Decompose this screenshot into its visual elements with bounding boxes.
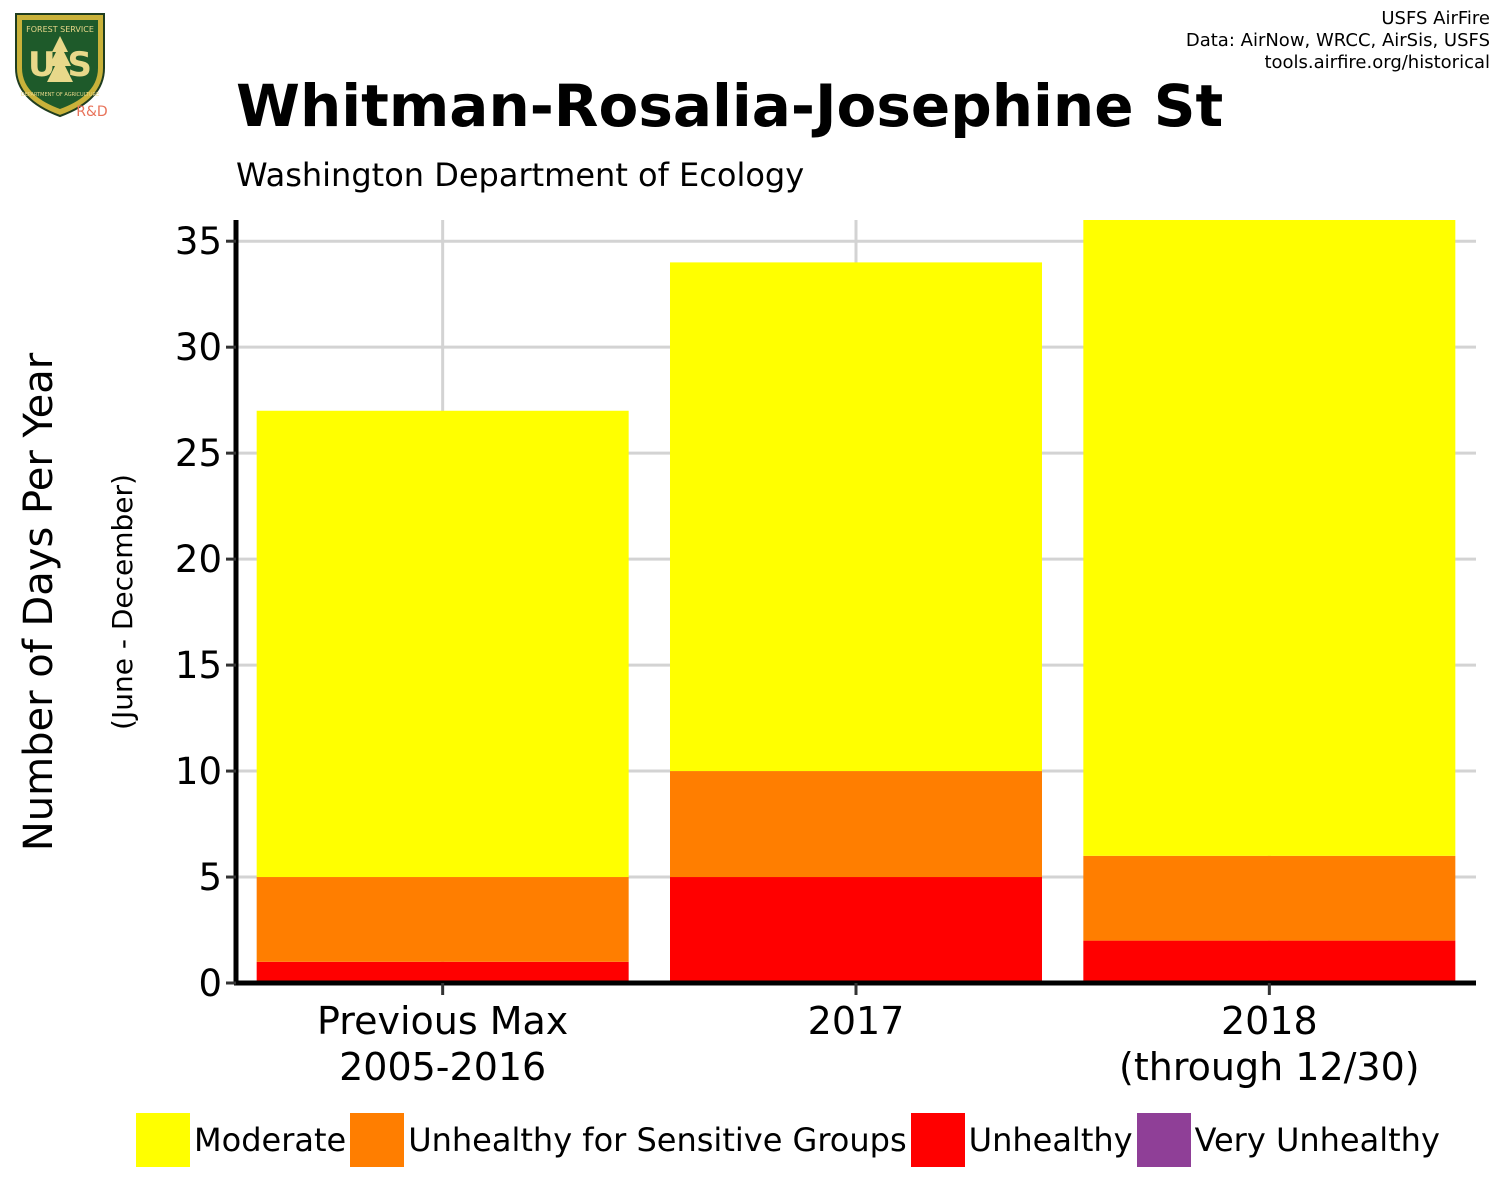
legend-label: Moderate (194, 1121, 347, 1159)
y-tick-label: 20 (175, 538, 222, 581)
y-tick-label: 0 (198, 962, 222, 1005)
bar-segment (670, 877, 1042, 983)
legend-swatch (136, 1113, 190, 1167)
x-tick-label: (through 12/30) (1119, 1045, 1420, 1089)
credit-line: tools.airfire.org/historical (1264, 52, 1490, 73)
credit-line: Data: AirNow, WRCC, AirSis, USFS (1185, 30, 1490, 51)
legend: Moderate Unhealthy for Sensitive Groups Un… (136, 1112, 1444, 1168)
bar-segment (1083, 855, 1456, 941)
legend-swatch (1136, 1113, 1191, 1167)
y-tick-label: 30 (175, 326, 222, 369)
bar-segment (1083, 220, 1456, 856)
bar-segment (670, 262, 1042, 772)
chart-subtitle: Washington Department of Ecology (236, 156, 805, 194)
legend-swatch (910, 1113, 965, 1167)
legend-item: Unhealthy (910, 1113, 1133, 1167)
chart-title: Whitman-Rosalia-Josephine St (236, 72, 1224, 140)
credits: USFS AirFire Data: AirNow, WRCC, AirSis,… (1186, 8, 1490, 74)
legend-swatch (350, 1113, 405, 1167)
logo-tag: R&D (76, 104, 107, 120)
credit-line: USFS AirFire (1381, 8, 1490, 29)
bar-segment (670, 771, 1042, 878)
logo-bottom-text: DEPARTMENT OF AGRICULTURE (21, 92, 99, 98)
x-tick-label: Previous Max (317, 999, 568, 1043)
bar-segment (256, 877, 629, 962)
y-axis-title: Number of Days Per Year (16, 352, 62, 851)
legend-label: Unhealthy (968, 1121, 1133, 1159)
y-tick-label: 25 (175, 432, 222, 475)
legend-item: Moderate (136, 1113, 346, 1167)
legend-item: Unhealthy for Sensitive Groups (350, 1113, 907, 1167)
y-tick-label: 35 (175, 220, 222, 263)
x-tick-label: 2018 (1221, 999, 1318, 1043)
y-tick-label: 5 (198, 856, 222, 899)
y-tick-label: 10 (175, 750, 222, 793)
bar-segment (256, 961, 629, 983)
x-tick-label: 2005-2016 (339, 1045, 546, 1089)
bar-segment (1083, 940, 1456, 983)
legend-item: Very Unhealthy (1136, 1113, 1440, 1167)
y-axis-subtitle: (June - December) (106, 474, 139, 730)
tree-icon (47, 36, 73, 82)
y-tick-label: 15 (175, 644, 222, 687)
logo-top-text: FOREST SERVICE (26, 25, 94, 34)
x-tick-label: 2017 (808, 999, 905, 1043)
forest-service-logo: FOREST SERVICE U S DEPARTMENT OF AGRICUL… (15, 13, 108, 120)
bar-segment (256, 410, 629, 878)
legend-label: Unhealthy for Sensitive Groups (408, 1121, 907, 1159)
legend-label: Very Unhealthy (1194, 1121, 1440, 1159)
